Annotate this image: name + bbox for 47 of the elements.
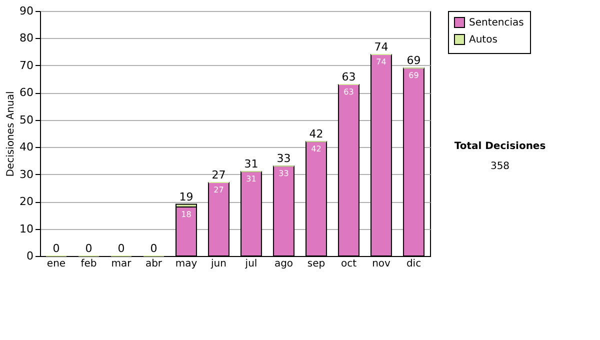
y-tick-label: 30: [20, 168, 34, 181]
x-tick-label: oct: [340, 258, 357, 270]
total-label: 19: [179, 190, 194, 204]
data-label: 31: [246, 174, 256, 184]
legend-label: Sentencias: [469, 18, 524, 28]
data-label: 27: [214, 186, 224, 194]
text: Total Decisiones: [454, 141, 546, 152]
x-tick-label: sep: [307, 258, 326, 270]
data-label: 69: [408, 71, 419, 80]
total-label: 27: [212, 168, 226, 182]
y-tick-label: 90: [20, 4, 34, 18]
y-tick-label: 20: [20, 195, 34, 208]
total-label: 33: [276, 152, 291, 166]
x-tick-label: dic: [406, 258, 422, 270]
y-tick-label: 70: [20, 58, 34, 72]
y-tick-label: 0: [26, 250, 34, 262]
x-tick-label: may: [175, 258, 198, 270]
total-label: 0: [52, 242, 60, 255]
data-label: 42: [311, 144, 322, 154]
total-label: 31: [244, 158, 258, 171]
total-label: 69: [406, 54, 421, 68]
total-label: 74: [374, 40, 388, 54]
y-tick-label: 40: [20, 140, 34, 154]
x-tick-label: jun: [210, 258, 226, 270]
y-tick-label: 60: [20, 86, 34, 100]
y-tick-label: 50: [20, 113, 34, 126]
x-tick-label: jul: [244, 258, 258, 270]
x-tick-label: ago: [274, 258, 294, 270]
total-label: 63: [342, 70, 356, 84]
x-tick-label: feb: [80, 258, 97, 270]
x-tick-label: abr: [145, 258, 163, 270]
total-label: 0: [118, 242, 125, 255]
total-label: 42: [309, 128, 324, 141]
x-tick-label: mar: [111, 258, 132, 270]
data-label: 74: [376, 58, 386, 67]
y-tick-label: 80: [20, 32, 34, 45]
x-tick-label: ene: [46, 258, 66, 270]
x-tick-label: nov: [372, 258, 391, 270]
data-label: 63: [344, 88, 354, 96]
y-axis-title: Decisiones Anual: [6, 91, 17, 177]
data-label: 33: [278, 169, 289, 178]
text: 358: [490, 161, 510, 172]
legend-label: Autos: [469, 34, 498, 46]
y-tick-label: 10: [20, 222, 34, 236]
total-label: 0: [85, 242, 92, 255]
total-label: 0: [150, 242, 158, 255]
data-label: 18: [181, 210, 192, 219]
